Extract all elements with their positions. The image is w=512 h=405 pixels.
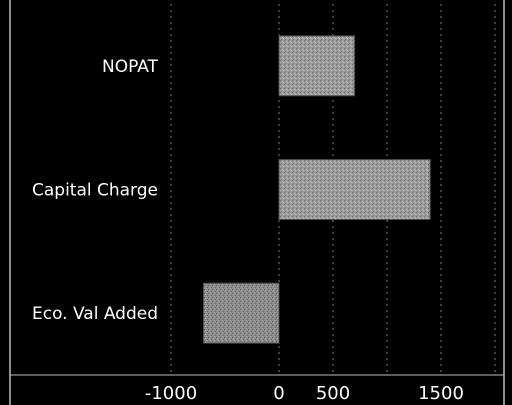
x-tick-label: -1000: [145, 383, 197, 404]
bars: [202, 35, 431, 344]
category-labels: NOPAT Capital Charge Eco. Val Added: [32, 57, 159, 324]
bar-eco-val-added: [202, 282, 280, 344]
category-label: NOPAT: [102, 57, 159, 77]
x-tick-label: 1500: [418, 383, 464, 404]
bar-capital-charge: [278, 159, 431, 220]
axes: [9, 0, 505, 405]
x-tick-label: 0: [273, 383, 284, 404]
x-tick-labels: -1000 0 500 1500: [145, 383, 464, 404]
category-label: Eco. Val Added: [32, 304, 158, 324]
bar-nopat: [278, 35, 356, 97]
category-label: Capital Charge: [32, 181, 158, 201]
x-tick-label: 500: [316, 383, 350, 404]
